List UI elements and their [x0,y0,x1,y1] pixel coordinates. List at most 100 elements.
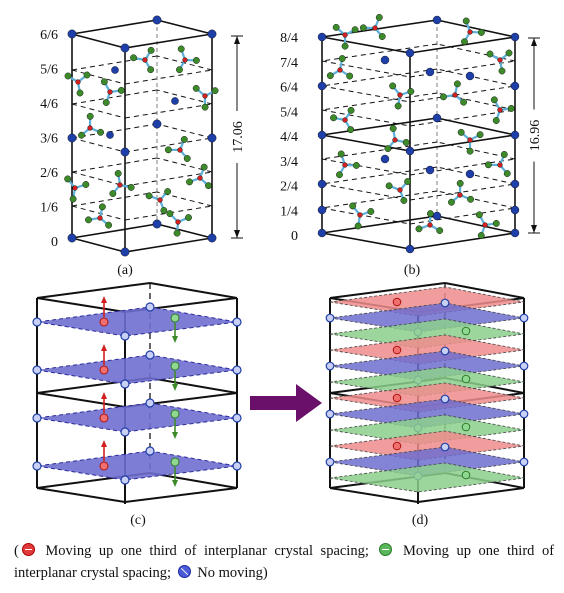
cell-edge [71,19,158,35]
panel-a-tick-label: 1/6 [40,201,58,216]
green-atom [338,55,346,62]
panel-b-unit-cell: 0 1/4 2/4 3/4 4/4 5/4 6/4 7/4 8/4 16.96 [280,14,543,254]
molecule-motif [457,128,484,155]
green-atom [147,46,155,54]
red-plane-symbol-icon [21,543,35,556]
red-atom [497,162,503,168]
green-plane [329,414,525,445]
unmoved-atom-icon [232,317,242,327]
molecule-motif [186,163,212,190]
green-atom [201,103,209,111]
red-atom [427,222,433,228]
red-atom [337,67,343,73]
cell-edge [124,487,238,503]
green-atom [130,54,137,62]
red-marker-icon [99,461,109,471]
red-atom [497,107,503,113]
molecule-motif [330,106,355,134]
panel-b-tick-label: 0 [291,229,298,244]
layer-plane-edge [321,36,411,54]
cell-edge [36,392,126,408]
green-marker-icon [170,409,180,419]
green-atom [192,57,200,64]
green-atom [64,175,72,183]
cell-edge [149,282,238,299]
molecule-motif [385,178,412,204]
blue-atom [317,130,327,140]
unmoved-atom-icon [440,298,450,308]
red-atom [482,222,488,228]
unmoved-atom-icon [120,475,130,485]
up-arrowhead [101,296,107,303]
green-atom [326,72,334,80]
blue-atom [207,133,217,143]
molecule-motif [326,55,354,80]
blue-atom [120,147,130,157]
green-atom [337,150,345,158]
layer-plane-edge [321,166,438,185]
green-atom [173,229,181,237]
green-atom [404,178,412,185]
unmoved-atom-icon [440,346,450,356]
blue-atom [120,43,130,53]
red-atom [157,197,163,203]
layer-plane-edge [436,215,516,234]
red-plane [329,334,525,365]
green-atom [69,195,77,203]
green-atom [498,67,506,75]
green-atom [82,181,90,188]
layer-plane-edge [321,141,438,160]
cell-edge [149,377,238,394]
green-atom [176,66,183,74]
molecule-motif [490,96,515,124]
green-atom [332,23,340,31]
green-atom [492,220,500,227]
molecule-motif [332,23,359,50]
green-atom [64,72,72,80]
unmoved-atom-icon [519,457,529,467]
panel-b-label: (b) [404,263,421,278]
up-arrowhead [101,392,107,399]
green-atom [76,89,84,97]
molecule-motif [448,179,474,206]
molecule-motif [145,188,172,214]
green-atom [180,136,188,143]
green-atom [354,222,362,230]
blue-atom [171,97,179,105]
layer-plane-edge [124,205,213,221]
unmoved-atom-icon [32,317,42,327]
green-marker-icon [461,374,471,384]
green-atom [475,211,483,219]
molecule-motif [359,14,386,40]
layer-plane-edge [436,166,516,185]
layer-plane-edge [156,123,213,139]
cell-edge [156,19,213,35]
green-plane-symbol-icon [379,543,393,556]
green-atom [359,24,367,32]
red-atom [117,182,123,188]
layer-plane-edge [321,215,438,234]
green-atom [385,182,393,190]
blue-atom [67,133,77,143]
red-atom [97,215,103,221]
panel-b-tick-label: 5/4 [280,105,298,120]
green-atom [440,93,447,101]
red-atom [87,125,93,131]
molecule-motif [384,125,410,153]
green-atom [378,33,386,40]
panel-b-tick-label: 2/4 [280,180,298,195]
green-atom [117,87,125,94]
unmoved-atom-icon [232,365,242,375]
green-marker-icon [461,326,471,336]
cell-edge [124,237,213,253]
red-marker-icon [99,413,109,423]
green-atom [477,232,485,239]
unmoved-atom-icon [32,365,42,375]
layer-plane-edge [321,158,411,176]
green-atom [330,114,337,122]
unmoved-atom-icon [325,313,335,323]
red-marker-icon [99,365,109,375]
red-marker-icon [392,345,402,355]
red-atom [372,25,378,31]
green-atom [86,112,94,120]
